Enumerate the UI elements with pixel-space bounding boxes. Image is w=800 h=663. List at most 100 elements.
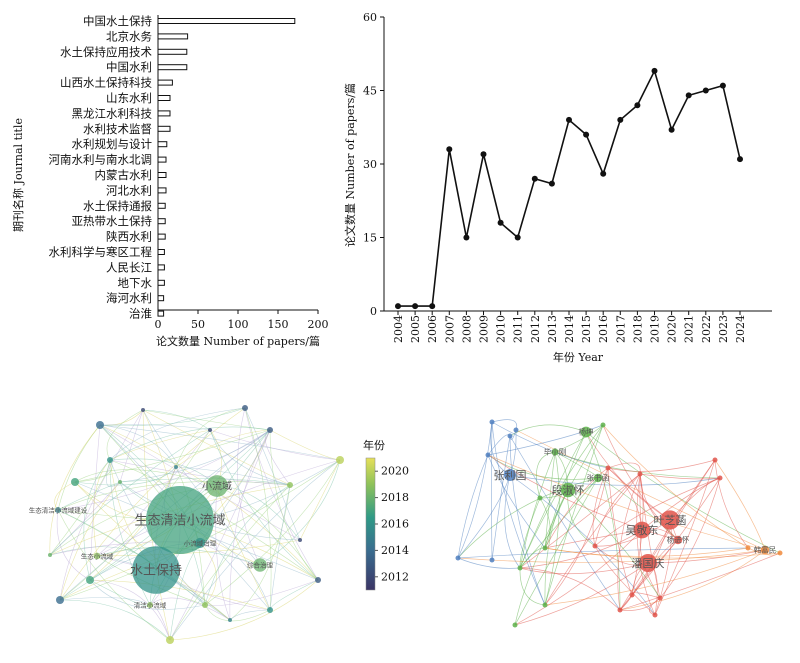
author-node xyxy=(593,473,603,483)
line-point xyxy=(719,82,726,89)
line-y-tick-label: 0 xyxy=(370,305,377,318)
line-x-tick-label: 2019 xyxy=(649,315,662,343)
author-node xyxy=(673,535,683,545)
colorbar-tick-label: 2014 xyxy=(381,544,409,557)
author-edge xyxy=(659,477,721,599)
author-edge xyxy=(607,467,633,596)
author-edge xyxy=(639,473,661,599)
keyword-node xyxy=(336,456,344,464)
keyword-node xyxy=(242,405,248,411)
keyword-edge xyxy=(229,609,271,621)
line-point xyxy=(514,234,521,241)
keyword-edge xyxy=(142,409,291,486)
keyword-edge xyxy=(96,539,301,557)
author-node-label: 段淑怀 xyxy=(552,483,585,497)
line-point xyxy=(429,303,436,310)
bar xyxy=(157,95,171,101)
keyword-node xyxy=(141,408,145,412)
author-edge xyxy=(519,424,604,569)
author-edge xyxy=(544,424,604,606)
keyword-edge xyxy=(109,407,246,461)
author-edge xyxy=(567,424,604,491)
keyword-edge xyxy=(209,429,341,461)
author-edge xyxy=(536,451,556,499)
keyword-node xyxy=(55,507,61,513)
author-node xyxy=(639,554,657,572)
bar xyxy=(157,79,173,86)
keyword-edge xyxy=(299,459,341,541)
author-edge xyxy=(544,473,641,606)
author-edge xyxy=(544,451,560,606)
line-point xyxy=(702,87,709,94)
author-node xyxy=(517,565,523,571)
author-edge xyxy=(504,474,521,569)
keyword-edge xyxy=(57,481,121,511)
author-edge xyxy=(585,431,621,611)
keyword-node xyxy=(93,552,101,560)
keyword-node xyxy=(228,618,232,622)
author-node xyxy=(657,595,663,601)
keyword-node xyxy=(166,636,174,644)
author-edge xyxy=(544,467,609,549)
keyword-node xyxy=(208,428,212,432)
author-edge xyxy=(514,562,649,626)
keyword-node xyxy=(96,421,104,429)
author-edge xyxy=(619,552,781,611)
line-x-tick-label: 2017 xyxy=(614,315,627,343)
keyword-node xyxy=(118,480,122,484)
line-point xyxy=(480,151,487,158)
keyword-edge xyxy=(99,409,144,426)
line-x-tick-label: 2011 xyxy=(512,315,525,343)
line-point xyxy=(651,67,658,74)
line-x-tick-label: 2010 xyxy=(495,315,508,343)
author-node xyxy=(537,495,543,501)
line-point xyxy=(737,156,743,163)
line-x-tick-label: 2004 xyxy=(392,315,405,343)
author-edge xyxy=(487,424,604,456)
keyword-edge xyxy=(169,484,291,641)
author-edge xyxy=(639,473,721,480)
line-y-axis-label: 论文数量 Number of papers/篇 xyxy=(343,83,357,247)
bar xyxy=(157,33,189,40)
keyword-edge xyxy=(119,429,271,483)
keyword-edge xyxy=(142,409,261,566)
author-node xyxy=(542,602,548,608)
keyword-edge xyxy=(59,599,171,641)
keyword-edge xyxy=(269,429,319,581)
keyword-edge xyxy=(96,429,211,557)
author-edge xyxy=(519,529,643,569)
line-y-ticks: 0 15 30 45 60 xyxy=(363,11,384,318)
keyword-edge xyxy=(209,429,291,486)
bar-category-label: 山东水利 xyxy=(106,91,152,105)
line-point xyxy=(634,102,641,109)
keyword-edge xyxy=(216,485,301,541)
keyword-edge xyxy=(49,424,101,556)
author-edge xyxy=(714,459,749,549)
keyword-edge xyxy=(259,459,341,566)
author-node xyxy=(551,448,559,456)
keyword-edge xyxy=(109,429,211,461)
bar-category-label: 水利科学与寒区工程 xyxy=(49,245,153,259)
author-node xyxy=(600,422,606,428)
author-node xyxy=(660,510,680,530)
bar xyxy=(157,64,188,71)
keyword-edge xyxy=(83,459,111,581)
line-x-tick-label: 2024 xyxy=(734,315,747,343)
author-edge xyxy=(519,497,541,569)
bar xyxy=(157,218,166,225)
keyword-edge xyxy=(215,485,231,621)
author-edge xyxy=(514,529,643,626)
line-point xyxy=(497,219,504,226)
keyword-node xyxy=(146,486,214,554)
keyword-node xyxy=(202,602,208,608)
author-node xyxy=(717,475,723,481)
line-point xyxy=(548,180,555,187)
bar-category-label: 地下水 xyxy=(118,276,153,290)
keyword-node-label: 生态清洁小流域建设 xyxy=(29,505,88,514)
keyword-node xyxy=(86,576,94,584)
author-node xyxy=(617,607,623,613)
author-node xyxy=(592,543,598,549)
